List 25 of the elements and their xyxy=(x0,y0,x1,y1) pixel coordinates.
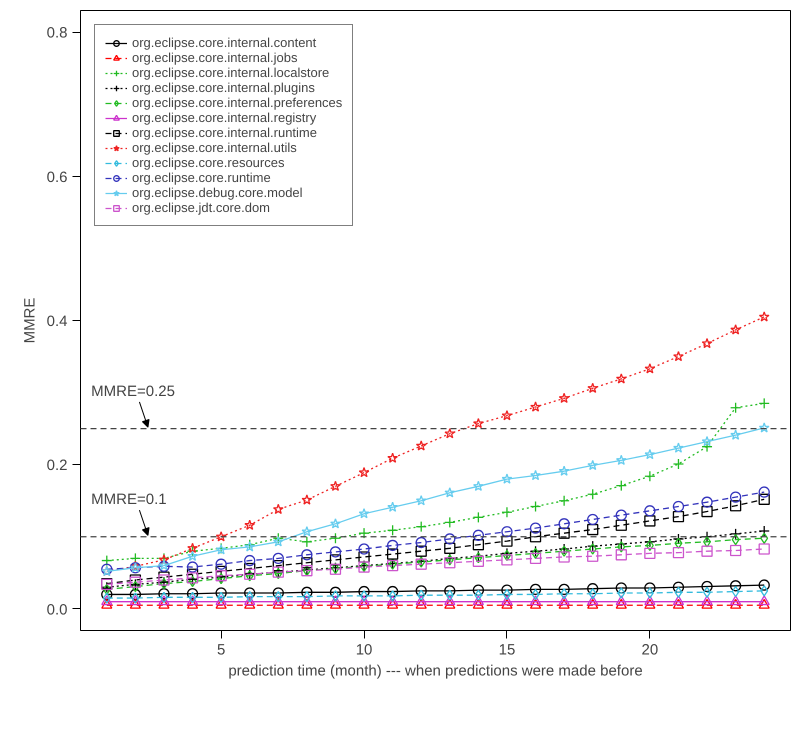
legend-label: org.eclipse.core.internal.runtime xyxy=(132,125,317,140)
ref-line-label: MMRE=0.1 xyxy=(91,490,167,508)
y-tick-label: 0.0 xyxy=(46,601,68,618)
x-tick-label: 10 xyxy=(356,642,372,658)
legend-label: org.eclipse.core.internal.localstore xyxy=(132,65,330,80)
y-tick-label: 0.6 xyxy=(46,168,68,186)
x-tick-label: 20 xyxy=(642,642,658,658)
legend-label: org.eclipse.debug.core.model xyxy=(132,185,303,200)
legend-label: org.eclipse.core.internal.utils xyxy=(132,140,297,155)
y-tick-label: 0.2 xyxy=(46,457,68,474)
y-axis-title: MMRE xyxy=(22,298,39,344)
x-tick-label: 15 xyxy=(498,642,516,658)
x-tick-label: 5 xyxy=(216,642,226,658)
y-tick-label: 0.8 xyxy=(46,24,68,42)
legend-label: org.eclipse.core.internal.preferences xyxy=(132,95,342,110)
legend-label: org.eclipse.core.internal.registry xyxy=(132,110,316,125)
x-axis-title: prediction time (month) --- when predictions were made before xyxy=(228,662,643,680)
legend-label: org.eclipse.core.internal.jobs xyxy=(132,50,298,65)
legend-label: org.eclipse.core.resources xyxy=(132,155,284,170)
y-tick-label: 0.4 xyxy=(46,313,68,330)
ref-line-label: MMRE=0.25 xyxy=(91,382,175,400)
legend-label: org.eclipse.core.runtime xyxy=(132,170,271,185)
legend-label: org.eclipse.core.internal.plugins xyxy=(132,80,315,95)
legend-label: org.eclipse.core.internal.content xyxy=(132,35,316,50)
legend-label: org.eclipse.jdt.core.dom xyxy=(132,200,270,215)
